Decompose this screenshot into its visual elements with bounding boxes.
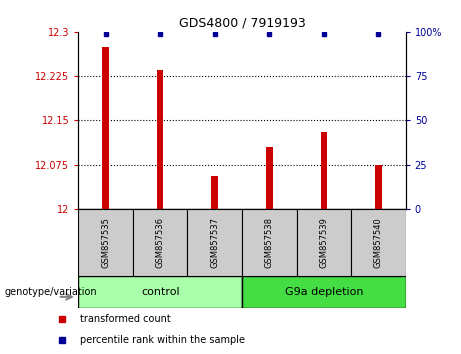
Text: transformed count: transformed count [80, 314, 171, 324]
Text: GSM857538: GSM857538 [265, 217, 274, 268]
Bar [266, 147, 272, 209]
Text: control: control [141, 287, 179, 297]
Bar [351, 209, 406, 276]
Text: percentile rank within the sample: percentile rank within the sample [80, 335, 245, 345]
Title: GDS4800 / 7919193: GDS4800 / 7919193 [179, 16, 305, 29]
Bar [157, 70, 164, 209]
Bar [296, 209, 351, 276]
Bar [102, 47, 109, 209]
Text: GSM857540: GSM857540 [374, 217, 383, 268]
Bar [375, 165, 382, 209]
Text: GSM857536: GSM857536 [156, 217, 165, 268]
Text: genotype/variation: genotype/variation [5, 287, 97, 297]
Bar [242, 209, 296, 276]
Bar [78, 209, 133, 276]
Bar [212, 176, 218, 209]
Bar [78, 276, 242, 308]
Text: GSM857539: GSM857539 [319, 217, 328, 268]
Text: GSM857537: GSM857537 [210, 217, 219, 268]
Bar [188, 209, 242, 276]
Bar [242, 276, 406, 308]
Bar [320, 132, 327, 209]
Text: G9a depletion: G9a depletion [284, 287, 363, 297]
Text: GSM857535: GSM857535 [101, 217, 110, 268]
Bar [133, 209, 188, 276]
